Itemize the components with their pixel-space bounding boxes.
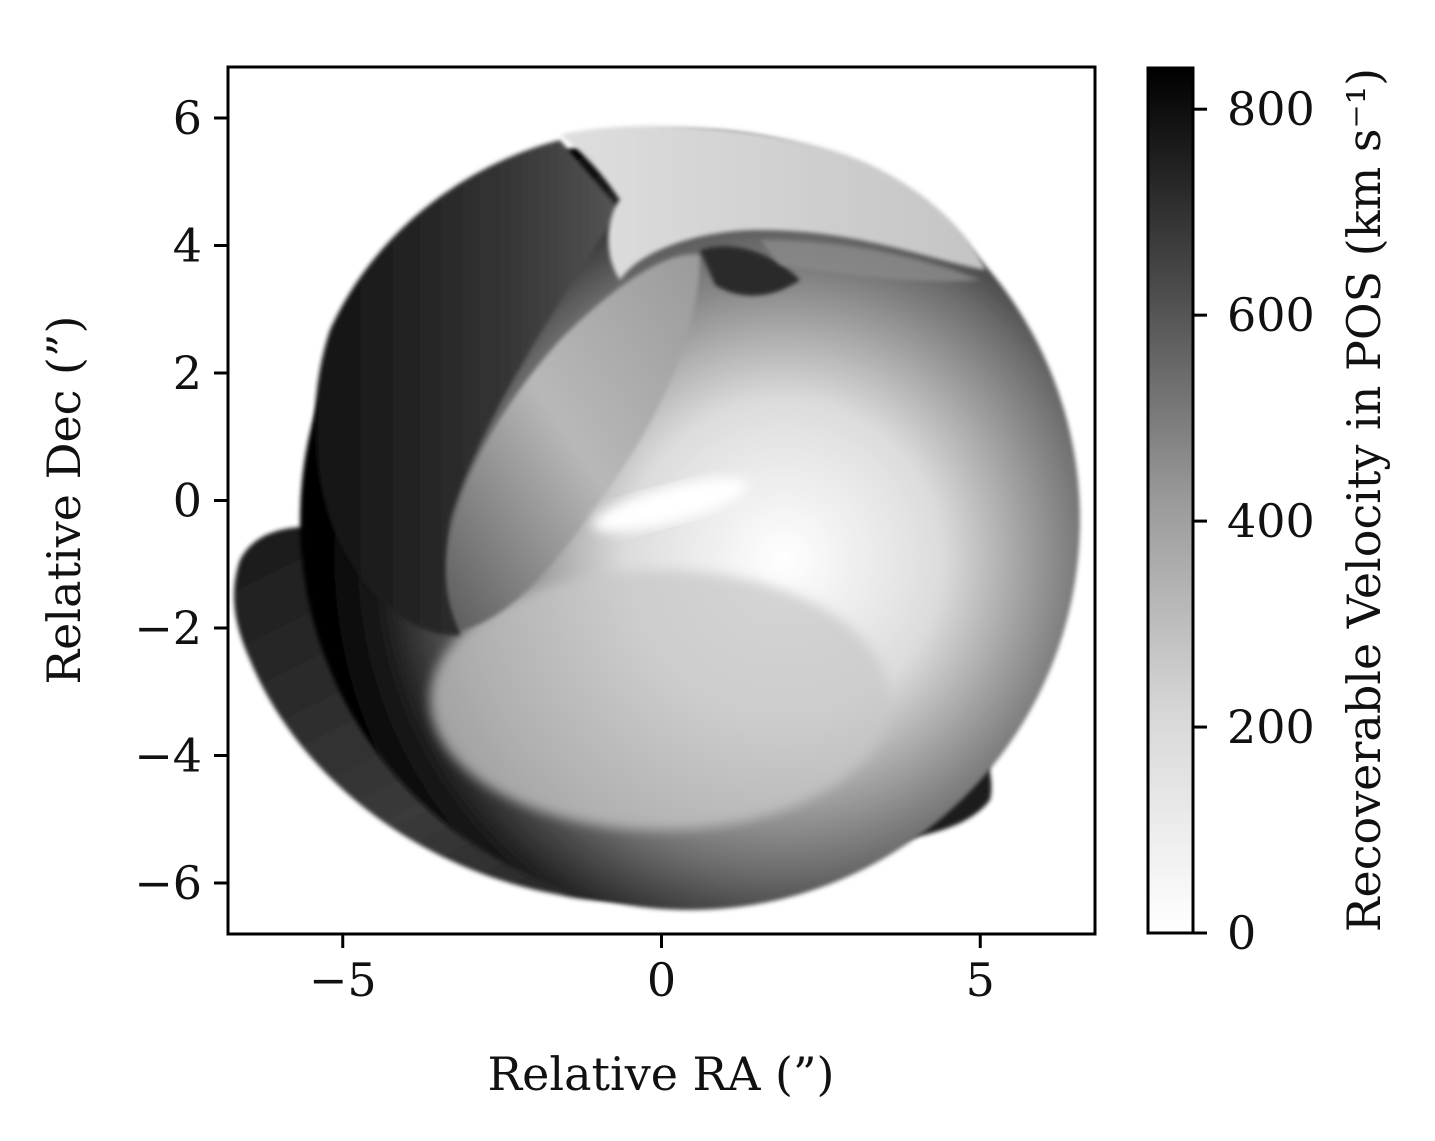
x-axis-ticks: −5 0 5 — [309, 934, 995, 1007]
x-tick-label: 0 — [647, 953, 676, 1007]
x-axis-label: Relative RA (”) — [488, 1047, 835, 1101]
inner-lobe — [446, 254, 700, 630]
colorbar-tick-label: 200 — [1227, 700, 1315, 754]
lower-light-region — [430, 570, 890, 830]
y-tick-label: −4 — [134, 729, 202, 783]
colorbar-tick-label: 800 — [1227, 82, 1315, 136]
y-axis-label: Relative Dec (”) — [37, 316, 91, 685]
y-tick-label: −2 — [134, 601, 202, 655]
colorbar — [1146, 66, 1195, 935]
colorbar-ticks: 0 200 400 600 800 — [1193, 82, 1315, 960]
y-tick-label: 4 — [173, 219, 202, 273]
y-tick-label: −6 — [134, 856, 202, 910]
left-lobe — [315, 140, 620, 636]
y-tick-label: 2 — [173, 346, 202, 400]
y-tick-label: 6 — [173, 91, 202, 145]
x-tick-label: −5 — [309, 953, 377, 1007]
colorbar-tick-label: 600 — [1227, 288, 1315, 342]
y-tick-label: 0 — [173, 474, 202, 528]
colorbar-tick-label: 0 — [1227, 906, 1256, 960]
colorbar-label: Recoverable Velocity in POS (km s⁻¹) — [1337, 68, 1391, 932]
x-tick-label: 5 — [966, 953, 995, 1007]
y-axis-ticks: −6 −4 −2 0 2 4 6 — [134, 91, 228, 910]
upper-cap — [560, 125, 985, 280]
right-ridge — [760, 240, 980, 282]
colorbar-tick-label: 400 — [1227, 494, 1315, 548]
heatmap-image — [228, 67, 1095, 934]
central-highlight — [592, 477, 748, 533]
upper-right-notch — [700, 246, 800, 296]
